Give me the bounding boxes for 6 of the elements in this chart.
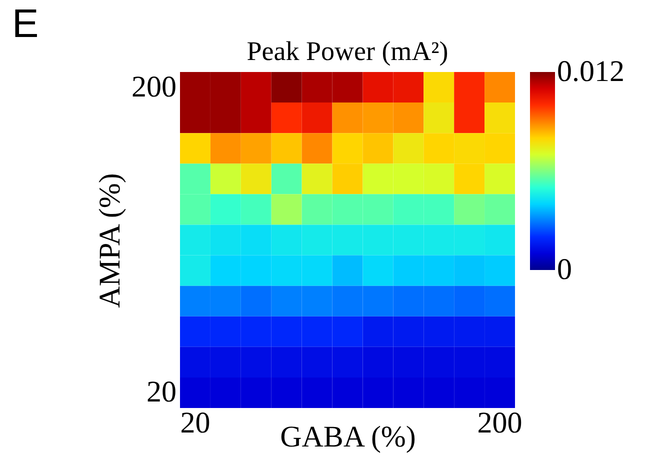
y-axis-title: AMPA (%) (94, 173, 126, 308)
text: E (12, 1, 39, 48)
color-bar-label: 0.012 (557, 55, 624, 88)
x-axis-title: GABA (%) (280, 420, 416, 454)
color-bar-label: 0 (557, 253, 572, 286)
chart-title: Peak Power (mA²) (246, 36, 448, 66)
